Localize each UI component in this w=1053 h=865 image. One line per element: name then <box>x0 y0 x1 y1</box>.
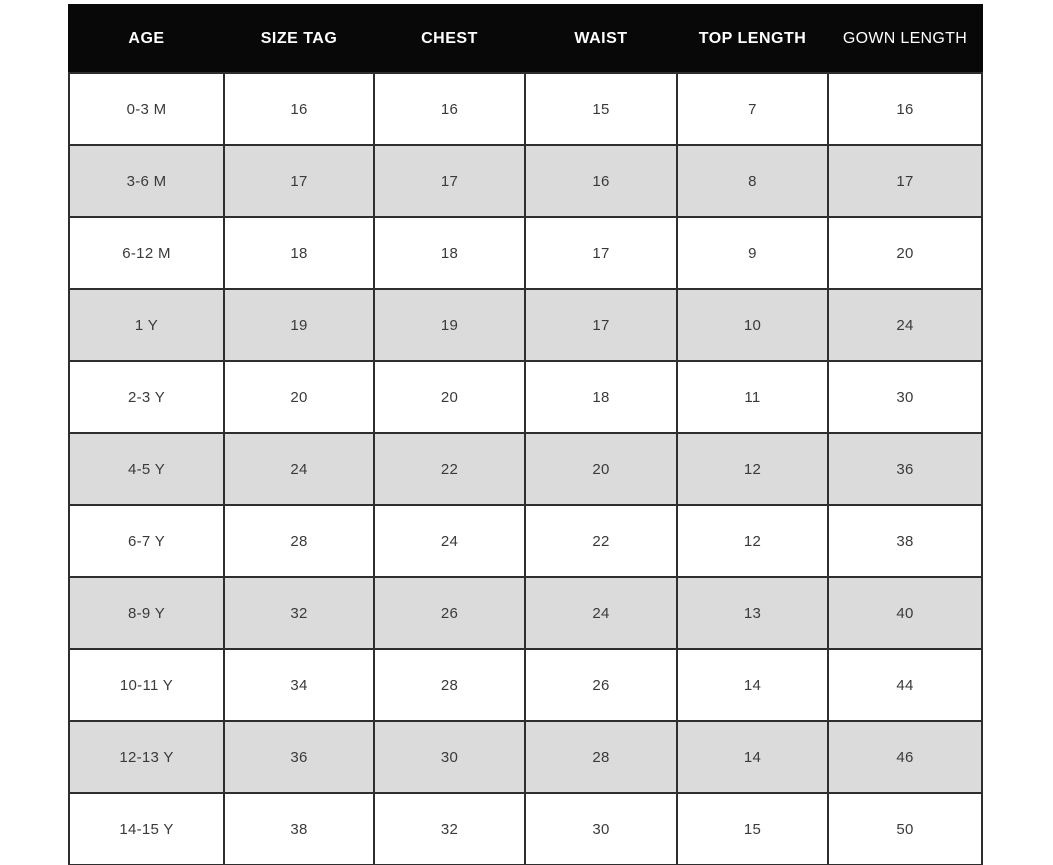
table-row: 8-9 Y 32 26 24 13 40 <box>68 576 983 650</box>
table-cell: 10-11 Y <box>68 648 225 722</box>
table-cell: 6-7 Y <box>68 504 225 578</box>
table-cell: 7 <box>676 72 829 146</box>
table-row: 6-7 Y 28 24 22 12 38 <box>68 504 983 578</box>
table-cell: 10 <box>676 288 829 362</box>
table-row: 12-13 Y 36 30 28 14 46 <box>68 720 983 794</box>
table-cell: 19 <box>223 288 375 362</box>
table-row: 6-12 M 18 18 17 9 20 <box>68 216 983 290</box>
table-cell: 20 <box>524 432 678 506</box>
table-cell: 3-6 M <box>68 144 225 218</box>
table-cell: 24 <box>373 504 526 578</box>
table-cell: 24 <box>524 576 678 650</box>
table-header-row: AGE SIZE TAG CHEST WAIST TOP LENGTH GOWN LENG… <box>68 4 983 74</box>
table-cell: 26 <box>373 576 526 650</box>
table-cell: 8-9 Y <box>68 576 225 650</box>
table-cell: 30 <box>524 792 678 865</box>
table-cell: 16 <box>524 144 678 218</box>
table-cell: 12-13 Y <box>68 720 225 794</box>
table-cell: 18 <box>373 216 526 290</box>
table-cell: 19 <box>373 288 526 362</box>
table-cell: 30 <box>827 360 983 434</box>
table-cell: 0-3 M <box>68 72 225 146</box>
header-cell-top-length: TOP LENGTH <box>676 4 829 74</box>
table-cell: 44 <box>827 648 983 722</box>
table-cell: 2-3 Y <box>68 360 225 434</box>
table-cell: 22 <box>373 432 526 506</box>
table-cell: 9 <box>676 216 829 290</box>
table-row: 2-3 Y 20 20 18 11 30 <box>68 360 983 434</box>
table-cell: 36 <box>223 720 375 794</box>
table-cell: 13 <box>676 576 829 650</box>
table-cell: 38 <box>827 504 983 578</box>
header-cell-chest: CHEST <box>373 4 526 74</box>
size-chart-table: AGE SIZE TAG CHEST WAIST TOP LENGTH GOWN LENG… <box>68 4 983 865</box>
table-cell: 17 <box>524 288 678 362</box>
table-cell: 12 <box>676 432 829 506</box>
table-cell: 18 <box>524 360 678 434</box>
table-cell: 12 <box>676 504 829 578</box>
table-cell: 36 <box>827 432 983 506</box>
table-cell: 18 <box>223 216 375 290</box>
table-cell: 22 <box>524 504 678 578</box>
table-cell: 6-12 M <box>68 216 225 290</box>
table-cell: 46 <box>827 720 983 794</box>
table-cell: 17 <box>223 144 375 218</box>
table-cell: 24 <box>827 288 983 362</box>
table-cell: 17 <box>827 144 983 218</box>
table-cell: 26 <box>524 648 678 722</box>
table-cell: 14 <box>676 720 829 794</box>
header-cell-size-tag: SIZE TAG <box>223 4 375 74</box>
table-cell: 28 <box>223 504 375 578</box>
table-cell: 17 <box>524 216 678 290</box>
table-cell: 40 <box>827 576 983 650</box>
table-row: 4-5 Y 24 22 20 12 36 <box>68 432 983 506</box>
table-cell: 20 <box>827 216 983 290</box>
table-cell: 4-5 Y <box>68 432 225 506</box>
table-cell: 34 <box>223 648 375 722</box>
table-cell: 38 <box>223 792 375 865</box>
table-cell: 50 <box>827 792 983 865</box>
table-cell: 28 <box>373 648 526 722</box>
table-row: 10-11 Y 34 28 26 14 44 <box>68 648 983 722</box>
table-cell: 15 <box>676 792 829 865</box>
header-cell-age: AGE <box>68 4 225 74</box>
table-row: 1 Y 19 19 17 10 24 <box>68 288 983 362</box>
table-cell: 28 <box>524 720 678 794</box>
table-cell: 16 <box>373 72 526 146</box>
table-cell: 16 <box>223 72 375 146</box>
table-cell: 14 <box>676 648 829 722</box>
table-cell: 17 <box>373 144 526 218</box>
table-row: 0-3 M 16 16 15 7 16 <box>68 72 983 146</box>
table-cell: 30 <box>373 720 526 794</box>
header-cell-waist: WAIST <box>524 4 678 74</box>
table-body: 0-3 M 16 16 15 7 16 3-6 M 17 17 16 8 17 6-12 M 18 18 17… <box>68 72 983 865</box>
table-cell: 1 Y <box>68 288 225 362</box>
table-cell: 11 <box>676 360 829 434</box>
table-cell: 20 <box>373 360 526 434</box>
table-cell: 20 <box>223 360 375 434</box>
header-cell-gown-length: GOWN LENGTH <box>827 4 983 74</box>
table-cell: 24 <box>223 432 375 506</box>
table-cell: 32 <box>223 576 375 650</box>
table-cell: 14-15 Y <box>68 792 225 865</box>
table-row: 14-15 Y 38 32 30 15 50 <box>68 792 983 865</box>
table-cell: 16 <box>827 72 983 146</box>
table-cell: 32 <box>373 792 526 865</box>
table-row: 3-6 M 17 17 16 8 17 <box>68 144 983 218</box>
table-cell: 8 <box>676 144 829 218</box>
table-cell: 15 <box>524 72 678 146</box>
